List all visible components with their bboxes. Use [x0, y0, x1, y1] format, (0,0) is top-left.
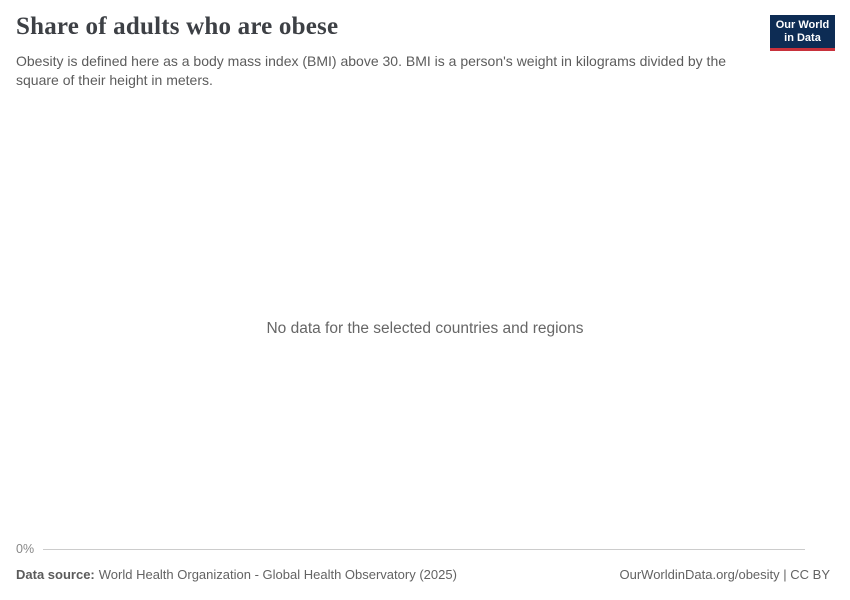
data-source-label: Data source: — [16, 567, 95, 582]
chart-subtitle: Obesity is defined here as a body mass i… — [16, 53, 727, 88]
owid-logo-line1: Our World — [775, 19, 830, 31]
data-source-value: World Health Organization - Global Healt… — [98, 567, 457, 582]
data-source: Data source: World Health Organization - … — [16, 567, 457, 582]
x-axis: 0% — [16, 542, 805, 556]
owid-logo-line2: in Data — [784, 32, 821, 44]
owid-logo[interactable]: Our World in Data — [770, 15, 835, 51]
y-axis-tick-label: 0% — [16, 542, 35, 556]
chart-footer: Data source: World Health Organization - … — [16, 567, 830, 582]
no-data-message: No data for the selected countries and r… — [266, 320, 584, 337]
x-axis-line — [43, 548, 805, 550]
chart-title: Share of adults who are obese — [16, 13, 339, 40]
attribution-link[interactable]: OurWorldinData.org/obesity | CC BY — [619, 567, 831, 582]
